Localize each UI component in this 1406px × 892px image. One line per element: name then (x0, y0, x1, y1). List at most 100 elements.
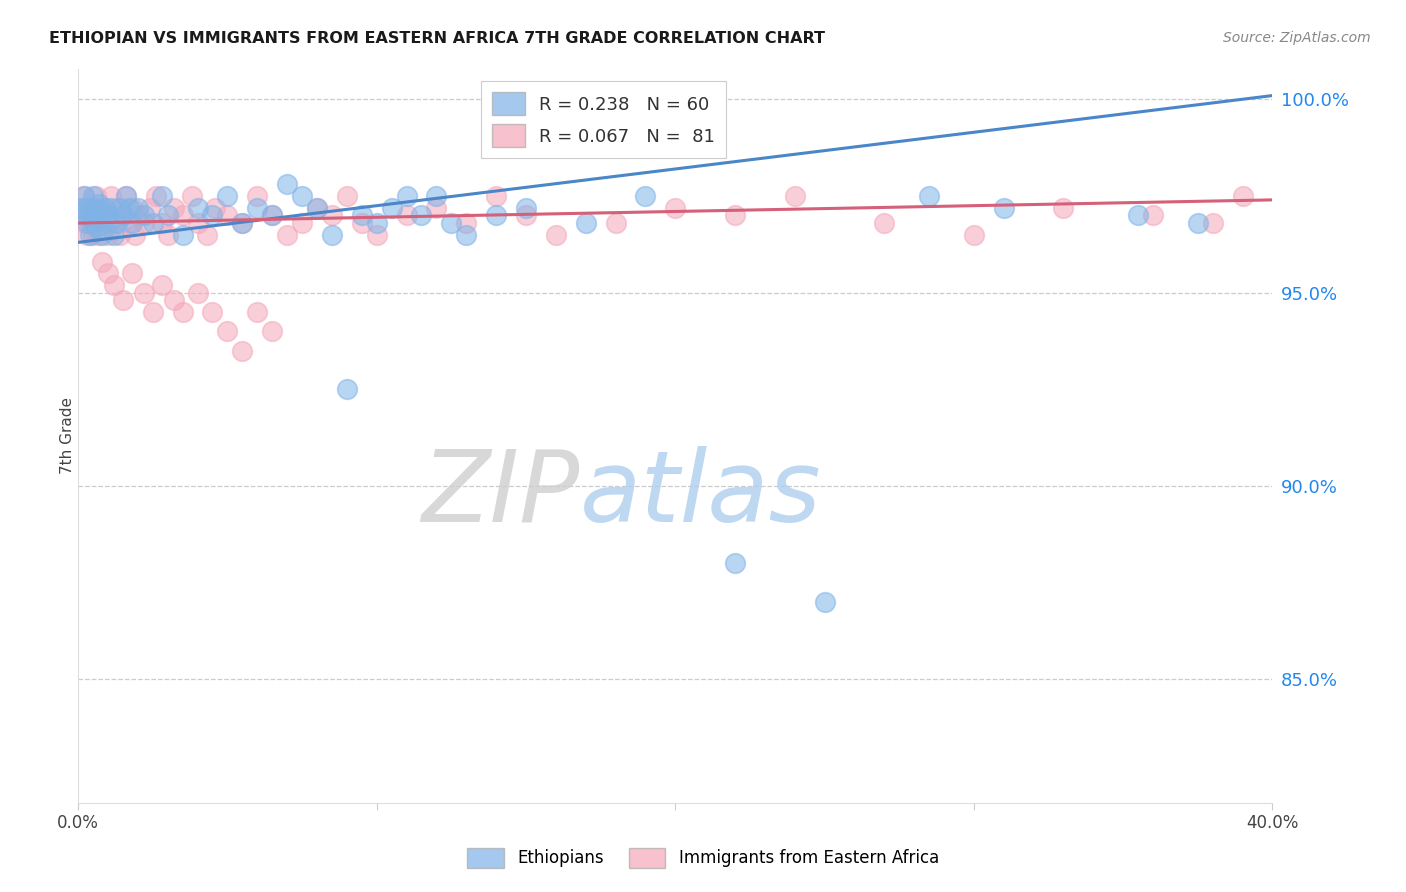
Point (73, 189, 96, 203)
Point (305, 201, 328, 215)
Point (163, 201, 186, 215)
Point (73, 189, 96, 203)
Point (87, 208, 110, 222)
Point (79, 227, 101, 242)
Point (963, 227, 986, 242)
Point (321, 208, 343, 222)
Point (105, 201, 128, 215)
Point (91, 216, 114, 230)
Point (187, 216, 209, 230)
Point (664, 201, 686, 215)
Text: ETHIOPIAN VS IMMIGRANTS FROM EASTERN AFRICA 7TH GRADE CORRELATION CHART: ETHIOPIAN VS IMMIGRANTS FROM EASTERN AFR… (49, 31, 825, 46)
Point (425, 201, 447, 215)
Point (201, 305, 224, 319)
Point (172, 227, 194, 242)
Point (142, 216, 165, 230)
Point (276, 178, 298, 192)
Point (411, 208, 433, 222)
Point (79, 201, 101, 215)
Point (456, 227, 478, 242)
Point (87, 196, 110, 211)
Point (1202, 216, 1225, 230)
Point (139, 201, 162, 215)
Point (262, 208, 284, 222)
Point (163, 293, 186, 308)
Point (145, 189, 167, 203)
Point (156, 208, 179, 222)
Point (918, 189, 941, 203)
Point (1187, 216, 1209, 230)
Point (485, 208, 508, 222)
Point (291, 216, 314, 230)
Point (103, 216, 125, 230)
Point (108, 227, 131, 242)
Point (336, 382, 359, 396)
Point (79, 216, 101, 230)
Point (76, 227, 98, 242)
Point (1142, 208, 1164, 222)
Point (634, 189, 657, 203)
Point (70, 201, 93, 215)
Point (201, 208, 224, 222)
Point (1232, 189, 1254, 203)
Point (150, 216, 173, 230)
Point (127, 208, 149, 222)
Point (336, 189, 359, 203)
Point (172, 305, 194, 319)
Point (231, 343, 253, 358)
Point (262, 208, 284, 222)
Point (73, 216, 96, 230)
Point (366, 227, 388, 242)
Point (121, 216, 143, 230)
Point (485, 189, 508, 203)
Point (456, 216, 478, 230)
Point (217, 208, 239, 222)
Point (321, 227, 343, 242)
Point (544, 227, 567, 242)
Point (70, 201, 93, 215)
Point (82, 189, 104, 203)
Point (291, 189, 314, 203)
Point (381, 201, 404, 215)
Point (84, 189, 107, 203)
Point (195, 227, 218, 242)
Point (97, 266, 120, 280)
Point (187, 285, 209, 300)
Point (87, 227, 110, 242)
Point (97, 208, 120, 222)
Point (1052, 201, 1074, 215)
Point (111, 208, 134, 222)
Point (276, 227, 298, 242)
Point (115, 189, 138, 203)
Point (515, 208, 537, 222)
Point (217, 324, 239, 338)
Point (262, 324, 284, 338)
Point (231, 216, 253, 230)
Point (84, 201, 107, 215)
Point (132, 208, 155, 222)
Point (111, 293, 134, 308)
Point (350, 216, 373, 230)
Point (204, 201, 226, 215)
Point (150, 189, 173, 203)
Point (94, 201, 117, 215)
Text: Source: ZipAtlas.com: Source: ZipAtlas.com (1223, 31, 1371, 45)
Point (575, 216, 598, 230)
Point (440, 216, 463, 230)
Point (97, 227, 120, 242)
Point (246, 201, 269, 215)
Point (97, 208, 120, 222)
Point (84, 216, 107, 230)
Point (121, 266, 143, 280)
Point (172, 208, 194, 222)
Point (132, 285, 155, 300)
Point (111, 208, 134, 222)
Y-axis label: 7th Grade: 7th Grade (59, 397, 75, 474)
Point (724, 208, 747, 222)
Point (87, 208, 110, 222)
Point (121, 201, 143, 215)
Point (783, 189, 806, 203)
Point (350, 208, 373, 222)
Legend: Ethiopians, Immigrants from Eastern Africa: Ethiopians, Immigrants from Eastern Afri… (460, 841, 946, 875)
Point (873, 216, 896, 230)
